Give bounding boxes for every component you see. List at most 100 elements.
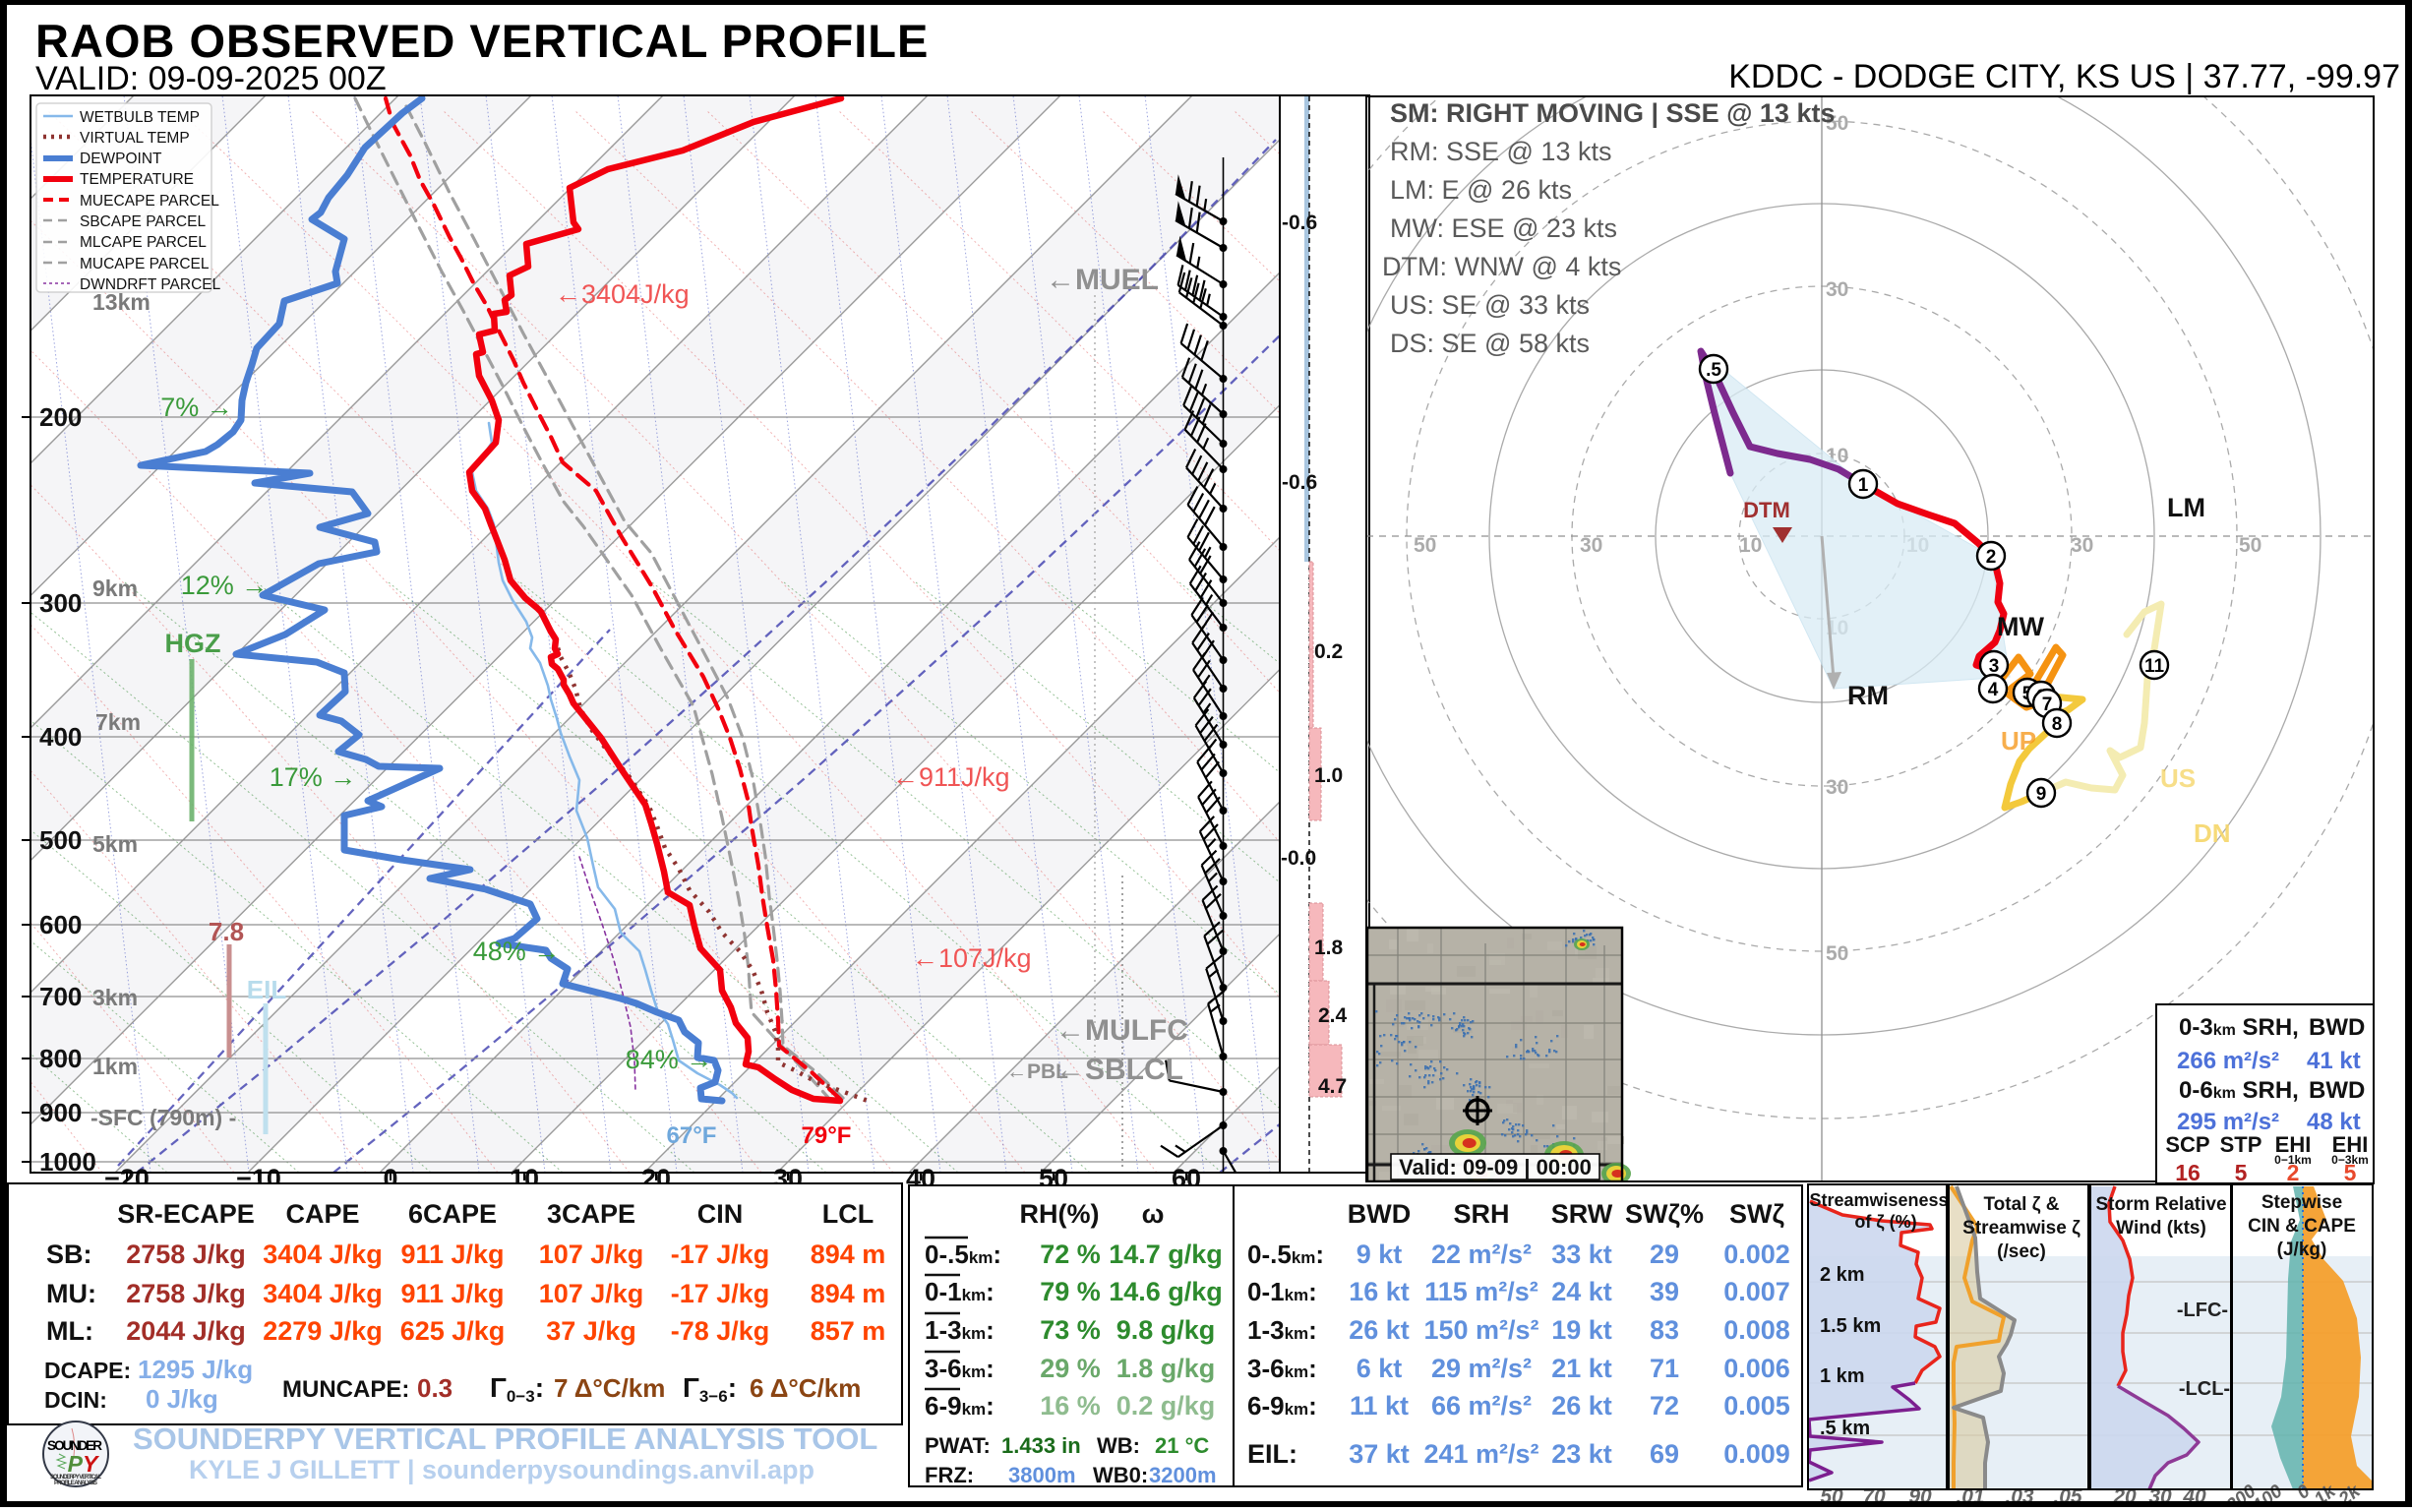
- svg-text:MUECAPE PARCEL: MUECAPE PARCEL: [80, 193, 219, 210]
- svg-text:Stepwise: Stepwise: [2261, 1192, 2342, 1213]
- svg-text:SRH: SRH: [1453, 1199, 1509, 1229]
- svg-text:MU:: MU:: [46, 1279, 96, 1308]
- svg-text:of ζ (%): of ζ (%): [1854, 1212, 1916, 1233]
- svg-text:UP: UP: [2001, 726, 2036, 756]
- svg-text:WB0:: WB0:: [1093, 1463, 1148, 1487]
- svg-text:7.8: 7.8: [209, 917, 244, 946]
- svg-text:-0.6: -0.6: [1282, 212, 1317, 234]
- svg-text:RM: SSE @ 13 kts: RM: SSE @ 13 kts: [1390, 137, 1611, 166]
- svg-text:SCP: SCP: [2165, 1132, 2209, 1157]
- svg-text:11 kt: 11 kt: [1350, 1391, 1409, 1421]
- svg-text:2279 J/kg: 2279 J/kg: [263, 1316, 383, 1346]
- svg-text:3404 J/kg: 3404 J/kg: [263, 1240, 383, 1269]
- svg-text:SM: RIGHT MOVING | SSE @ 13 kt: SM: RIGHT MOVING | SSE @ 13 kts: [1390, 98, 1835, 128]
- svg-text:911 J/kg: 911 J/kg: [400, 1240, 504, 1269]
- svg-text:2758 J/kg: 2758 J/kg: [126, 1240, 246, 1269]
- svg-text:←107J/kg: ←107J/kg: [912, 943, 1032, 973]
- svg-text:CAPE: CAPE: [285, 1199, 359, 1229]
- svg-text:←PBL: ←PBL: [1006, 1060, 1068, 1083]
- svg-text:29 m²/s²: 29 m²/s²: [1431, 1354, 1532, 1383]
- svg-text:1.8 g/kg: 1.8 g/kg: [1116, 1354, 1216, 1383]
- svg-text:PWAT:: PWAT:: [925, 1433, 991, 1458]
- svg-text:DCAPE:: DCAPE:: [44, 1358, 131, 1383]
- svg-text:WB:: WB:: [1097, 1433, 1140, 1458]
- svg-text:SOUNDER: SOUNDER: [47, 1438, 102, 1453]
- svg-text:DN: DN: [2194, 818, 2231, 848]
- svg-text:200: 200: [39, 402, 82, 432]
- svg-text:107 J/kg: 107 J/kg: [539, 1240, 644, 1269]
- svg-text:STP: STP: [2220, 1132, 2262, 1157]
- svg-text:ω: ω: [1142, 1199, 1165, 1229]
- svg-text:19 kt: 19 kt: [1551, 1315, 1612, 1345]
- svg-text:83: 83: [1650, 1315, 1679, 1345]
- svg-text:DEWPOINT: DEWPOINT: [80, 151, 162, 167]
- svg-text:73 %: 73 %: [1040, 1315, 1101, 1345]
- svg-text:WETBULB TEMP: WETBULB TEMP: [80, 109, 200, 126]
- svg-text:50: 50: [1826, 942, 1848, 965]
- svg-text:48 kt: 48 kt: [2307, 1109, 2361, 1135]
- svg-text:71: 71: [1650, 1354, 1679, 1383]
- svg-text:26 kt: 26 kt: [1551, 1391, 1612, 1421]
- svg-text:LM: LM: [2167, 493, 2205, 522]
- svg-text:266 m²/s²: 266 m²/s²: [2177, 1048, 2279, 1074]
- svg-text:SWζ: SWζ: [1729, 1199, 1784, 1229]
- svg-text:1: 1: [1858, 475, 1869, 496]
- svg-text:LCL: LCL: [822, 1199, 874, 1229]
- svg-text:BWD: BWD: [2309, 1014, 2365, 1041]
- svg-text:33 kt: 33 kt: [1551, 1240, 1612, 1269]
- svg-text:MW: ESE @ 23 kts: MW: ESE @ 23 kts: [1390, 213, 1617, 243]
- svg-text:ML:: ML:: [46, 1316, 93, 1346]
- svg-text:FRZ:: FRZ:: [925, 1463, 974, 1487]
- svg-text:SR-ECAPE: SR-ECAPE: [117, 1199, 255, 1229]
- svg-text:14.6 g/kg: 14.6 g/kg: [1109, 1277, 1223, 1306]
- svg-text:9: 9: [2036, 784, 2047, 805]
- svg-text:1.433 in: 1.433 in: [1001, 1433, 1081, 1458]
- svg-text:←911J/kg: ←911J/kg: [892, 762, 1010, 792]
- svg-text:14.7 g/kg: 14.7 g/kg: [1109, 1240, 1223, 1269]
- svg-text:1 km: 1 km: [1820, 1365, 1865, 1387]
- svg-text:0.2 g/kg: 0.2 g/kg: [1116, 1391, 1216, 1421]
- svg-text:911 J/kg: 911 J/kg: [400, 1279, 504, 1308]
- svg-text:0-3km SRH,: 0-3km SRH,: [2179, 1014, 2299, 1041]
- svg-text:0 J/kg: 0 J/kg: [146, 1384, 218, 1414]
- svg-text:30: 30: [2071, 534, 2093, 557]
- svg-text:10: 10: [1739, 534, 1762, 557]
- svg-text:0.3: 0.3: [417, 1373, 452, 1403]
- svg-text:1-3km:: 1-3km:: [1247, 1315, 1317, 1345]
- svg-text:16 kt: 16 kt: [1349, 1277, 1410, 1306]
- svg-text:(J/kg): (J/kg): [2277, 1240, 2327, 1260]
- svg-text:-SFC (790m) -: -SFC (790m) -: [90, 1105, 236, 1130]
- svg-text:-17 J/kg: -17 J/kg: [671, 1240, 770, 1269]
- svg-text:4.7: 4.7: [1318, 1075, 1347, 1098]
- svg-text:50: 50: [1826, 112, 1848, 135]
- svg-text:1.0: 1.0: [1314, 764, 1343, 787]
- svg-text:50: 50: [2239, 534, 2261, 557]
- svg-text:(/sec): (/sec): [1997, 1241, 2046, 1262]
- svg-text:0.2: 0.2: [1314, 640, 1343, 663]
- svg-text:US: US: [2160, 763, 2196, 793]
- svg-text:EHI: EHI: [2332, 1132, 2369, 1157]
- svg-text:50: 50: [1414, 534, 1436, 557]
- svg-text:←MULFC: ←MULFC: [1055, 1014, 1188, 1047]
- svg-text:894 m: 894 m: [811, 1240, 886, 1269]
- svg-text:PROFILE ANALYSIS: PROFILE ANALYSIS: [54, 1481, 97, 1486]
- svg-text:29: 29: [1650, 1240, 1679, 1269]
- svg-text:7 Δ°C/km: 7 Δ°C/km: [554, 1373, 665, 1403]
- svg-text:0.008: 0.008: [1723, 1315, 1790, 1345]
- svg-text:6 Δ°C/km: 6 Δ°C/km: [750, 1373, 861, 1403]
- svg-text:800: 800: [39, 1044, 82, 1073]
- svg-text:72: 72: [1650, 1391, 1679, 1421]
- svg-text:CIN: CIN: [697, 1199, 744, 1229]
- svg-text:7: 7: [2042, 695, 2053, 715]
- svg-text:-0.6: -0.6: [1282, 471, 1317, 494]
- svg-text:3200m: 3200m: [1149, 1463, 1217, 1487]
- svg-text:3km: 3km: [92, 985, 138, 1010]
- svg-text:VALID: 09-09-2025 00Z: VALID: 09-09-2025 00Z: [35, 60, 387, 97]
- svg-text:0.005: 0.005: [1723, 1391, 1790, 1421]
- svg-text:500: 500: [39, 825, 82, 855]
- svg-text:0.002: 0.002: [1723, 1240, 1790, 1269]
- svg-text:600: 600: [39, 910, 82, 939]
- svg-text:67°F: 67°F: [667, 1122, 717, 1149]
- svg-text:11: 11: [2144, 656, 2165, 677]
- svg-text:0.007: 0.007: [1723, 1277, 1790, 1306]
